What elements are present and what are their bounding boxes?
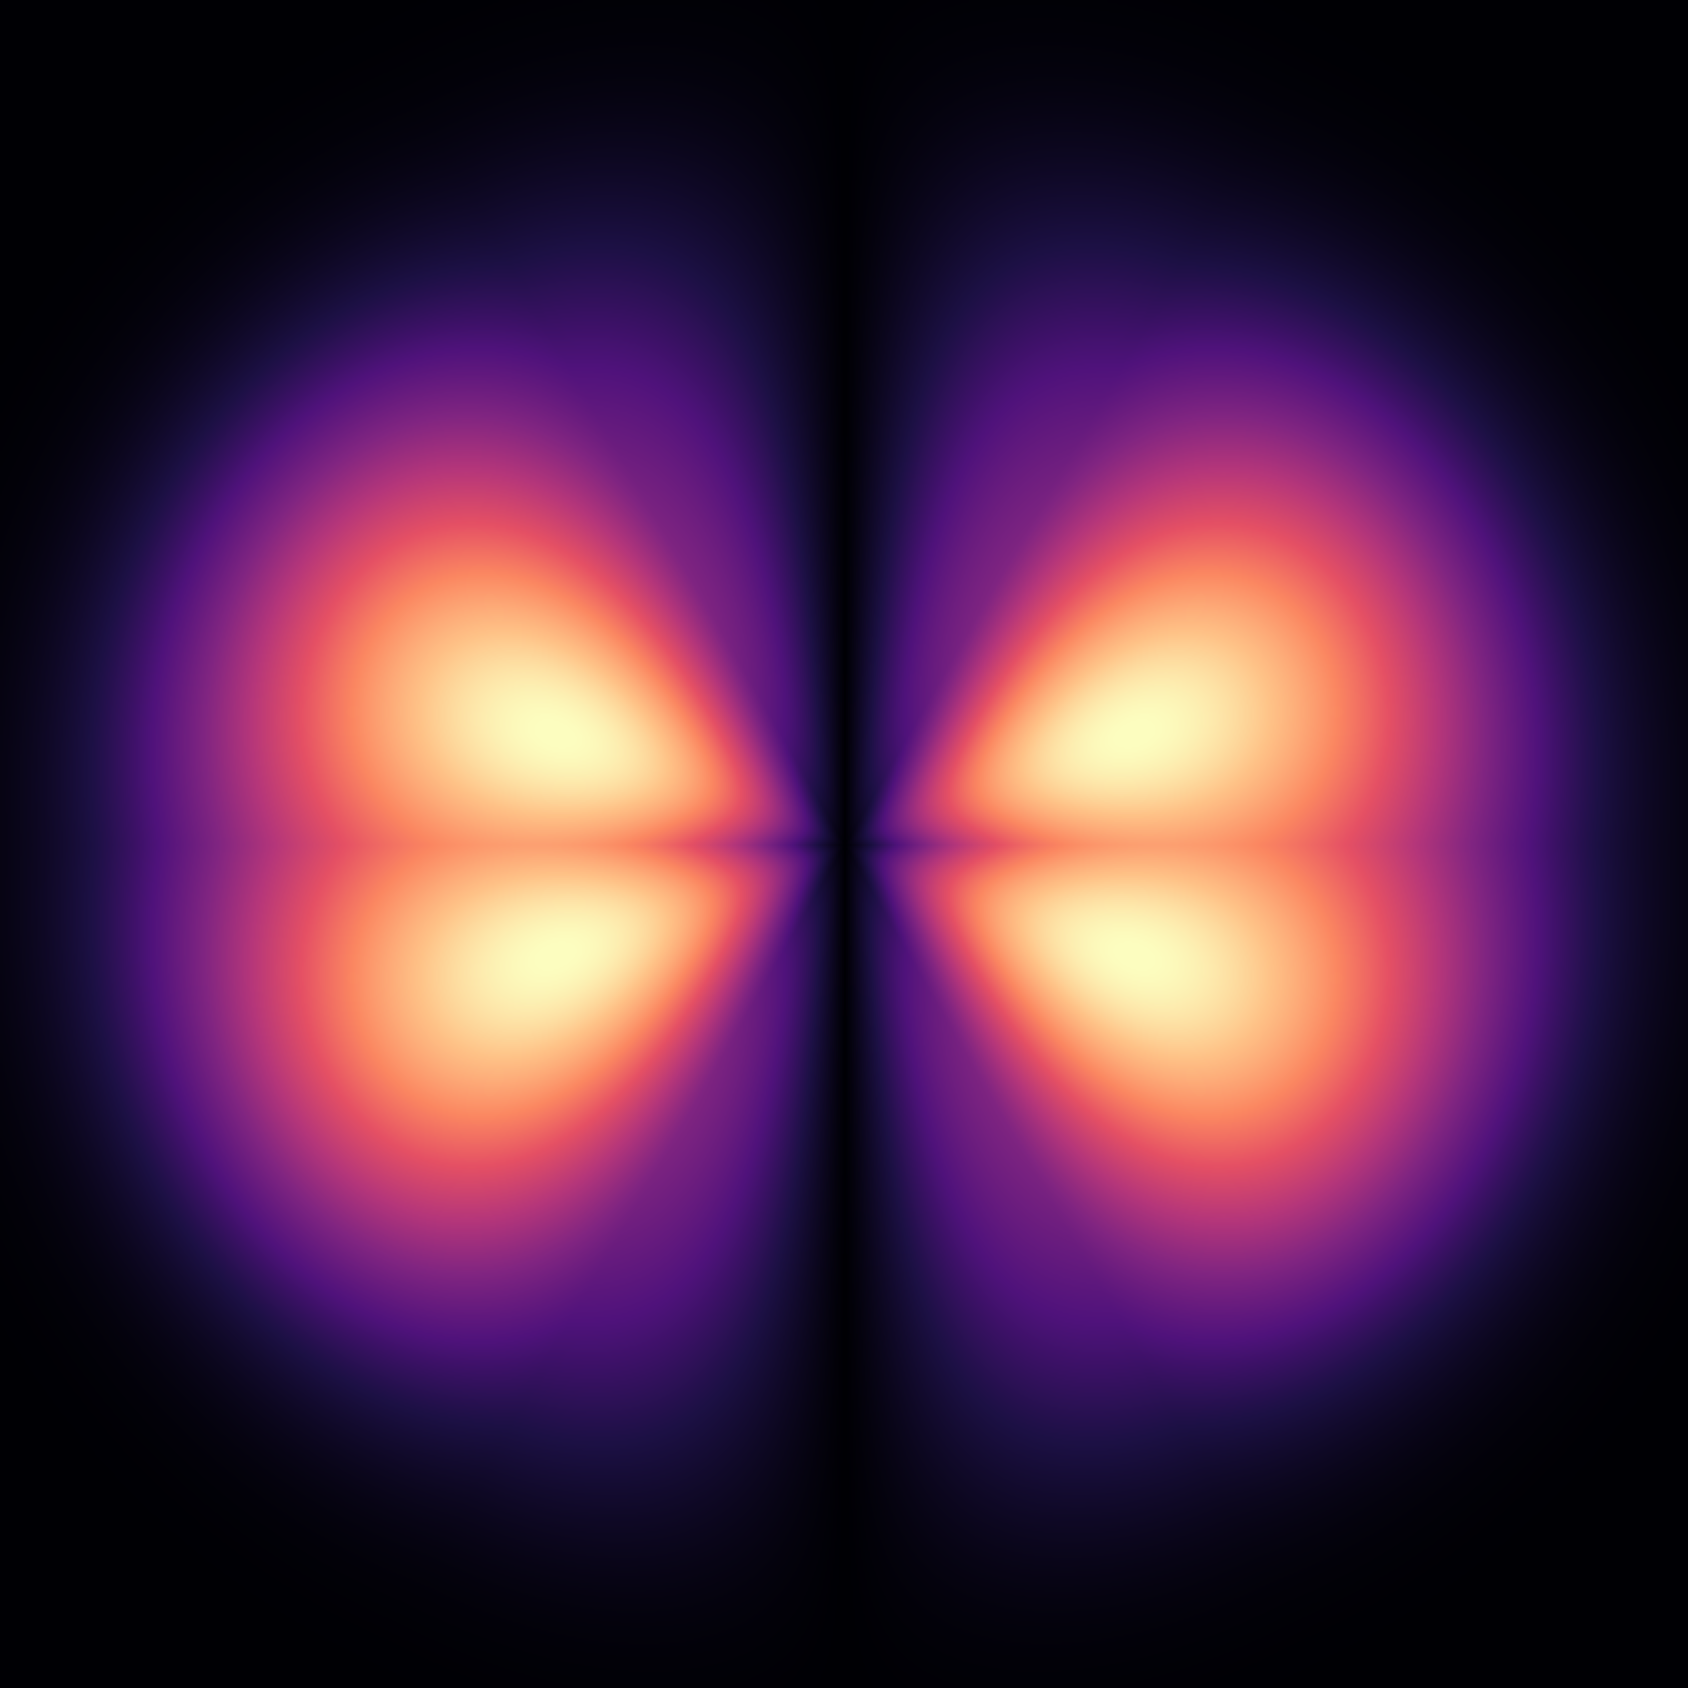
orbital-density-image	[0, 0, 1688, 1688]
